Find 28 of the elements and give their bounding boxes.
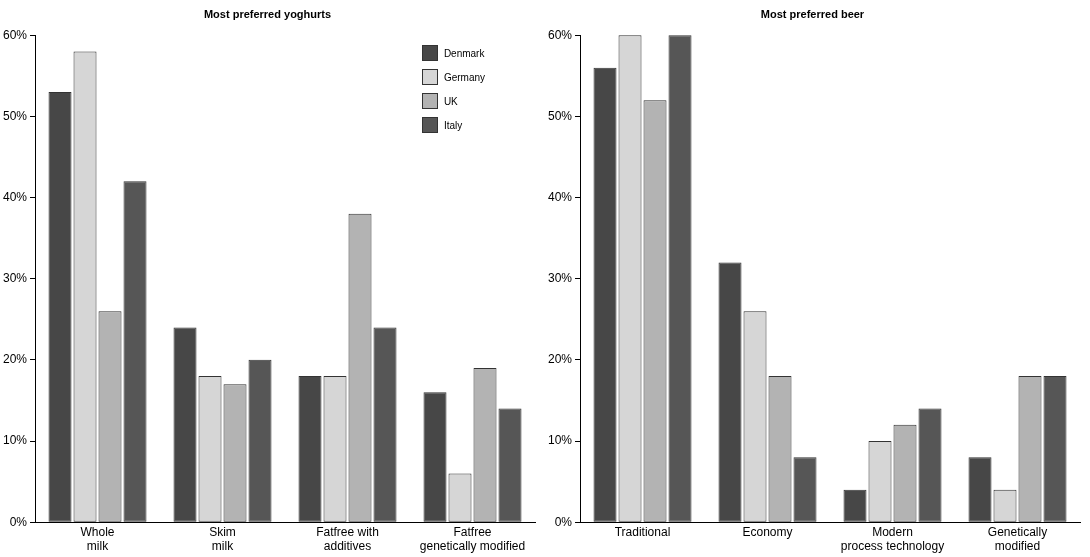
y-tick-label: 40%: [2, 189, 28, 204]
x-tick-label: Fatfree with additives: [316, 524, 379, 554]
y-tick-label: 30%: [547, 271, 573, 286]
x-tick-label: Skim milk: [209, 524, 236, 554]
legend-label: Germany: [443, 71, 485, 83]
x-tick-label: Traditional: [614, 524, 671, 539]
y-tick-label: 10%: [547, 433, 573, 448]
y-tick-label: 60%: [547, 27, 573, 42]
y-tick-label: 60%: [2, 27, 28, 42]
legend-label: UK: [443, 95, 458, 107]
y-tick-label: 30%: [2, 271, 28, 286]
chart-title: Most preferred beer: [760, 7, 865, 20]
y-tick-label: 20%: [2, 352, 28, 367]
x-tick-label: Genetically modified: [987, 524, 1048, 554]
x-tick-label: Economy: [742, 524, 793, 539]
x-tick-label: Fatfree genetically modified: [419, 524, 526, 554]
y-tick-label: 0%: [9, 514, 28, 529]
x-tick-label: Whole milk: [80, 524, 115, 554]
y-tick-label: 50%: [2, 108, 28, 123]
y-tick-label: 10%: [2, 433, 28, 448]
y-tick-label: 50%: [547, 108, 573, 123]
chart-title: Most preferred yoghurts: [203, 7, 332, 20]
legend-label: Denmark: [443, 47, 485, 59]
y-tick-label: 40%: [547, 189, 573, 204]
x-tick-label: Modern process technology: [840, 524, 945, 554]
legend-label: Italy: [443, 119, 463, 131]
y-tick-label: 20%: [547, 352, 573, 367]
y-tick-label: 0%: [554, 514, 573, 529]
